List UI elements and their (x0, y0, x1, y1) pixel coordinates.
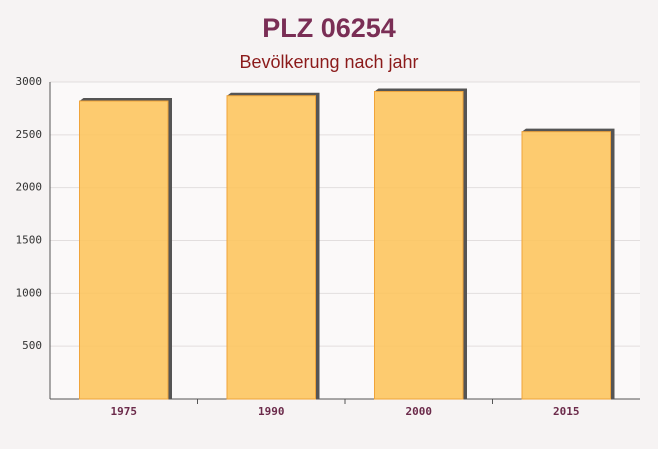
y-tick-label: 3000 (16, 75, 43, 88)
bar (226, 95, 316, 400)
chart-subtitle: Bevölkerung nach jahr (239, 52, 418, 72)
y-tick-label: 1500 (16, 234, 43, 247)
x-tick-label: 2015 (553, 405, 580, 418)
x-tick-label: 1990 (258, 405, 285, 418)
bar (521, 131, 611, 400)
chart-title: PLZ 06254 (262, 13, 396, 43)
y-tick-label: 2500 (16, 128, 43, 141)
y-tick-label: 2000 (16, 181, 43, 194)
y-tick-label: 500 (22, 339, 42, 352)
x-tick-label: 2000 (406, 405, 433, 418)
bar (374, 91, 464, 400)
bar (79, 100, 169, 400)
x-tick-label: 1975 (111, 405, 138, 418)
y-tick-label: 1000 (16, 286, 43, 299)
